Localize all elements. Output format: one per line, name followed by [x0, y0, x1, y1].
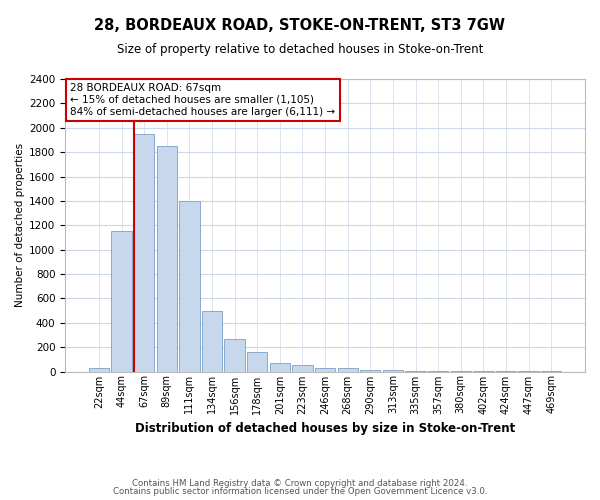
Y-axis label: Number of detached properties: Number of detached properties — [15, 143, 25, 308]
Bar — [269, 363, 290, 372]
Text: Size of property relative to detached houses in Stoke-on-Trent: Size of property relative to detached ho… — [117, 42, 483, 56]
Bar — [541, 370, 562, 372]
Text: 28, BORDEAUX ROAD, STOKE-ON-TRENT, ST3 7GW: 28, BORDEAUX ROAD, STOKE-ON-TRENT, ST3 7… — [95, 18, 505, 32]
Text: Contains HM Land Registry data © Crown copyright and database right 2024.: Contains HM Land Registry data © Crown c… — [132, 478, 468, 488]
Bar — [202, 310, 222, 372]
Bar — [406, 370, 425, 372]
Text: 28 BORDEAUX ROAD: 67sqm
← 15% of detached houses are smaller (1,105)
84% of semi: 28 BORDEAUX ROAD: 67sqm ← 15% of detache… — [70, 84, 335, 116]
Bar — [315, 368, 335, 372]
Bar — [112, 232, 132, 372]
Bar — [247, 352, 268, 372]
Bar — [134, 134, 154, 372]
Bar — [224, 338, 245, 372]
Bar — [338, 368, 358, 372]
Bar — [89, 368, 109, 372]
Bar — [179, 201, 200, 372]
X-axis label: Distribution of detached houses by size in Stoke-on-Trent: Distribution of detached houses by size … — [135, 422, 515, 435]
Bar — [157, 146, 177, 372]
Bar — [383, 370, 403, 372]
Bar — [292, 366, 313, 372]
Bar — [360, 370, 380, 372]
Text: Contains public sector information licensed under the Open Government Licence v3: Contains public sector information licen… — [113, 487, 487, 496]
